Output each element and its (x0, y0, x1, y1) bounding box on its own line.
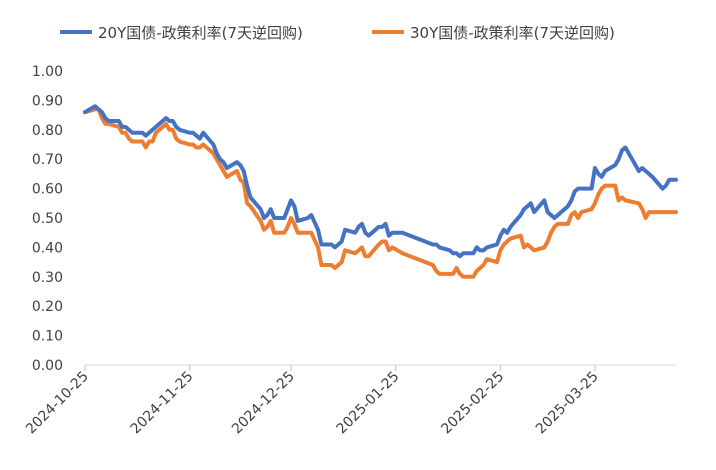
y-tick-label: 0.20 (32, 299, 63, 315)
y-tick-label: 0.90 (32, 93, 63, 109)
y-tick-label: 0.70 (32, 152, 63, 168)
legend: 20Y国债-政策利率(7天逆回购) 30Y国债-政策利率(7天逆回购) (60, 24, 615, 42)
series-line-30y (83, 107, 678, 279)
y-axis: 0.00 0.10 0.20 0.30 0.40 0.50 0.60 0.70 0.80 0.90… (32, 64, 63, 374)
y-tick-label: 0.80 (32, 123, 63, 139)
y-tick-label: 1.00 (32, 64, 63, 80)
series-line-20y (83, 104, 678, 259)
x-axis: 2024-10-25 2024-11-25 2024-12-25 2025-01-25… (23, 364, 676, 438)
x-tick-label: 2025-01-25 (334, 369, 403, 438)
x-tick-label: 2025-02-25 (438, 369, 507, 438)
legend-label-30y: 30Y国债-政策利率(7天逆回购) (410, 24, 615, 42)
x-tick-label: 2024-12-25 (229, 369, 298, 438)
y-tick-label: 0.00 (32, 358, 63, 374)
y-tick-label: 0.30 (32, 270, 63, 286)
y-tick-label: 0.40 (32, 240, 63, 256)
plot-area (83, 104, 678, 279)
x-tick-label: 2024-10-25 (23, 369, 92, 438)
y-tick-label: 0.60 (32, 182, 63, 198)
legend-label-20y: 20Y国债-政策利率(7天逆回购) (98, 24, 303, 42)
y-tick-label: 0.50 (32, 211, 63, 227)
x-tick-label: 2025-03-25 (533, 369, 602, 438)
y-tick-label: 0.10 (32, 329, 63, 345)
x-tick-label: 2024-11-25 (128, 369, 197, 438)
